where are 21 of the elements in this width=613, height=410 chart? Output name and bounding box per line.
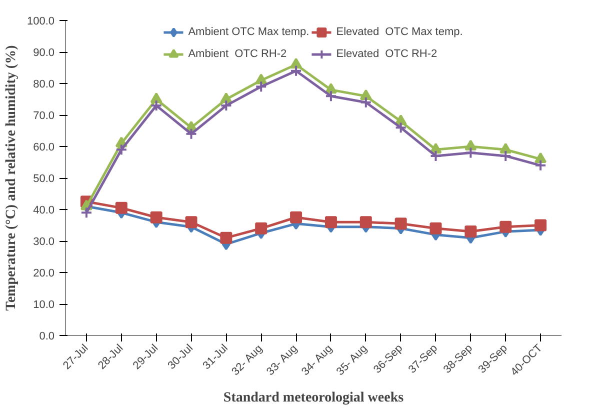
y-axis-title: Temperature (°C) and relative humidity (%) bbox=[4, 44, 19, 311]
y-tick-label: 40.0 bbox=[33, 204, 55, 216]
x-tick-label: 32- Aug bbox=[230, 342, 265, 378]
legend-label: Elevated OTC Max temp. bbox=[336, 26, 463, 38]
y-tick-label: 70.0 bbox=[33, 110, 55, 122]
y-tick-label: 30.0 bbox=[33, 236, 55, 248]
legend-label: Ambient OTC RH-2 bbox=[188, 48, 287, 60]
y-tick-label: 50.0 bbox=[33, 173, 55, 185]
y-tick-label: 20.0 bbox=[33, 268, 55, 280]
legend-label: Ambient OTC Max temp. bbox=[188, 26, 310, 38]
y-tick-label: 60.0 bbox=[33, 142, 55, 154]
y-tick-label: 0.0 bbox=[39, 330, 55, 342]
x-tick-label: 34- Aug bbox=[299, 342, 335, 378]
y-tick-label: 90.0 bbox=[33, 47, 55, 59]
x-tick-label: 33- Aug bbox=[264, 342, 300, 378]
y-tick-label: 100.0 bbox=[26, 16, 55, 28]
y-tick-label: 10.0 bbox=[33, 299, 55, 311]
y-tick-label: 80.0 bbox=[33, 78, 55, 90]
x-axis-title: Standard meteorologial weeks bbox=[223, 390, 404, 406]
legend-label: Elevated OTC RH-2 bbox=[336, 48, 438, 60]
x-tick-label: 35- Aug bbox=[334, 342, 370, 378]
